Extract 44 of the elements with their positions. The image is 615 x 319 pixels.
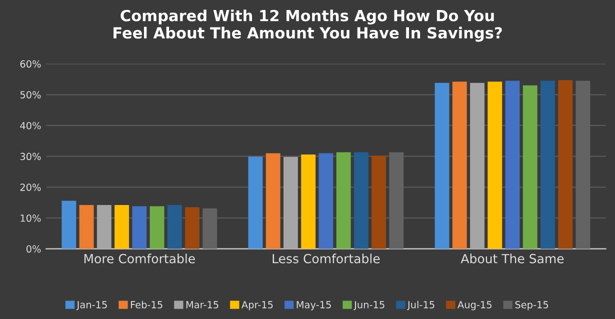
legend-label: Jul-15 (406, 300, 434, 310)
bar (301, 154, 316, 249)
y-tick-label: 40% (20, 122, 41, 130)
legend-label: Mar-15 (186, 301, 218, 308)
bar (452, 82, 467, 249)
bar (132, 206, 147, 249)
bar (248, 156, 263, 249)
x-tick-label: More Comfortable (84, 254, 195, 264)
y-tick-label: 20% (20, 184, 41, 191)
bar (62, 200, 76, 249)
bar (150, 206, 164, 249)
bar (96, 205, 112, 249)
bar (488, 82, 502, 249)
bar (167, 205, 182, 249)
y-tick-label: 60% (20, 60, 41, 68)
bar (372, 156, 386, 249)
bar (114, 205, 130, 249)
bar (266, 153, 280, 249)
chart-title: Compared With 12 Months Ago How Do You Feel About The Amount You Have In Savings? (114, 10, 502, 42)
y-tick-label: 10% (20, 214, 41, 222)
bar (79, 205, 94, 249)
legend-label: Jan-15 (76, 301, 107, 310)
bar (185, 207, 200, 249)
legend-label: Sep-15 (515, 301, 548, 310)
legend-label: Apr-15 (242, 301, 273, 310)
bar (505, 80, 520, 249)
legend-label: Aug-15 (458, 301, 492, 310)
legend-label: Feb-15 (130, 300, 162, 308)
bar (558, 80, 573, 249)
x-tick-label: About The Same (460, 254, 564, 264)
bar (540, 80, 555, 249)
y-tick-label: 0% (26, 245, 41, 253)
bar (318, 153, 334, 249)
y-tick-label: 30% (20, 152, 41, 160)
x-tick-label: Less Comfortable (272, 254, 380, 264)
bar (336, 152, 351, 249)
bar (354, 152, 368, 249)
legend-label: May-15 (296, 301, 331, 310)
bar (283, 156, 298, 249)
bar (434, 82, 450, 249)
y-tick-label: 50% (20, 91, 41, 98)
legend-label: Jun-15 (354, 301, 384, 310)
bar (522, 85, 538, 249)
bar (470, 82, 484, 249)
